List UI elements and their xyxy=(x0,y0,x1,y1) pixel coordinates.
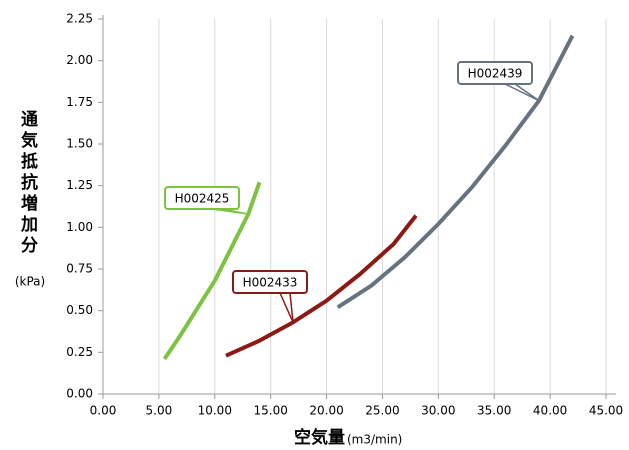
series-label: H002439 xyxy=(468,67,523,81)
callout-box xyxy=(457,61,533,85)
series-line xyxy=(336,34,575,310)
series-label: H002425 xyxy=(175,192,230,206)
callout-box xyxy=(164,186,240,210)
y-tick-label: 0.75 xyxy=(66,262,93,276)
x-tick-label: 5.00 xyxy=(146,404,173,418)
x-tick-label: 45.00 xyxy=(589,404,623,418)
x-axis-unit: (m3/min) xyxy=(347,433,402,447)
y-axis-unit: (kPa) xyxy=(15,275,45,289)
x-tick-label: 25.00 xyxy=(365,404,399,418)
callout-pointer xyxy=(279,292,294,323)
y-axis-label: 通気抵抗増加分 xyxy=(17,110,39,257)
callout-pointer xyxy=(211,208,249,215)
y-tick-label: 1.25 xyxy=(66,178,93,192)
y-tick-label: 0.50 xyxy=(66,303,93,317)
series-label: H002433 xyxy=(243,276,298,290)
y-tick-label: 1.75 xyxy=(66,95,93,109)
y-tick-label: 0.00 xyxy=(66,387,93,401)
x-tick-label: 10.00 xyxy=(198,404,232,418)
x-tick-label: 15.00 xyxy=(253,404,287,418)
x-tick-label: 20.00 xyxy=(309,404,343,418)
y-tick-label: 1.00 xyxy=(66,220,93,234)
x-tick-label: 35.00 xyxy=(477,404,511,418)
x-tick-label: 30.00 xyxy=(421,404,455,418)
callout-pointer xyxy=(504,83,540,102)
callout-box xyxy=(232,270,308,294)
y-tick-label: 2.25 xyxy=(66,12,93,26)
x-tick-label: 0.00 xyxy=(90,404,117,418)
x-axis-label: 空気量 xyxy=(294,427,345,448)
series-line xyxy=(225,214,418,358)
x-tick-label: 40.00 xyxy=(533,404,567,418)
y-tick-label: 1.50 xyxy=(66,137,93,151)
y-tick-label: 2.00 xyxy=(66,53,93,67)
y-tick-label: 0.25 xyxy=(66,345,93,359)
